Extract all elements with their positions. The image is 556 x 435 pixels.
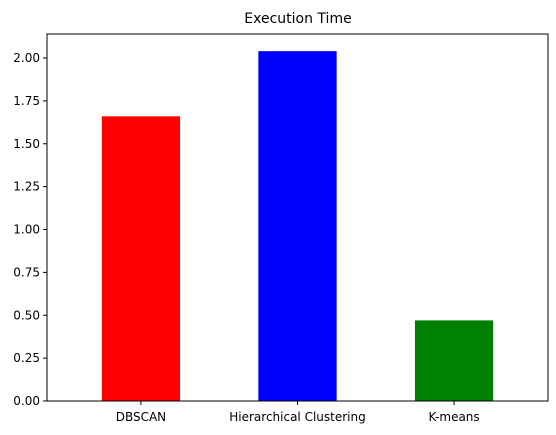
x-tick-label: K-means xyxy=(428,410,479,424)
y-tick-label: 0.00 xyxy=(13,394,40,408)
bar-k-means xyxy=(414,320,494,401)
y-axis: 0.00 0.25 0.50 0.75 1.00 1.25 1.50 1.75 2.00 xyxy=(13,51,47,408)
y-tick-label: 0.50 xyxy=(13,308,40,322)
chart-title: Execution Time xyxy=(244,11,351,27)
bars-group xyxy=(101,51,494,402)
y-tick-label: 0.25 xyxy=(13,351,40,365)
bar-dbscan xyxy=(101,116,181,402)
x-tick-label: Hierarchical Clustering xyxy=(229,410,365,424)
plot-area-frame xyxy=(46,33,549,402)
y-tick-label: 1.00 xyxy=(13,223,40,237)
y-tick-label: 1.75 xyxy=(13,94,40,108)
y-tick-label: 1.50 xyxy=(13,137,40,151)
y-tick-label: 1.25 xyxy=(13,180,40,194)
y-tick-label: 2.00 xyxy=(13,51,40,65)
bar-hierarchical-clustering xyxy=(258,51,337,401)
x-tick-label: DBSCAN xyxy=(116,410,166,424)
x-axis: DBSCAN Hierarchical Clustering K-means xyxy=(116,401,480,424)
y-tick-label: 0.75 xyxy=(13,265,40,279)
